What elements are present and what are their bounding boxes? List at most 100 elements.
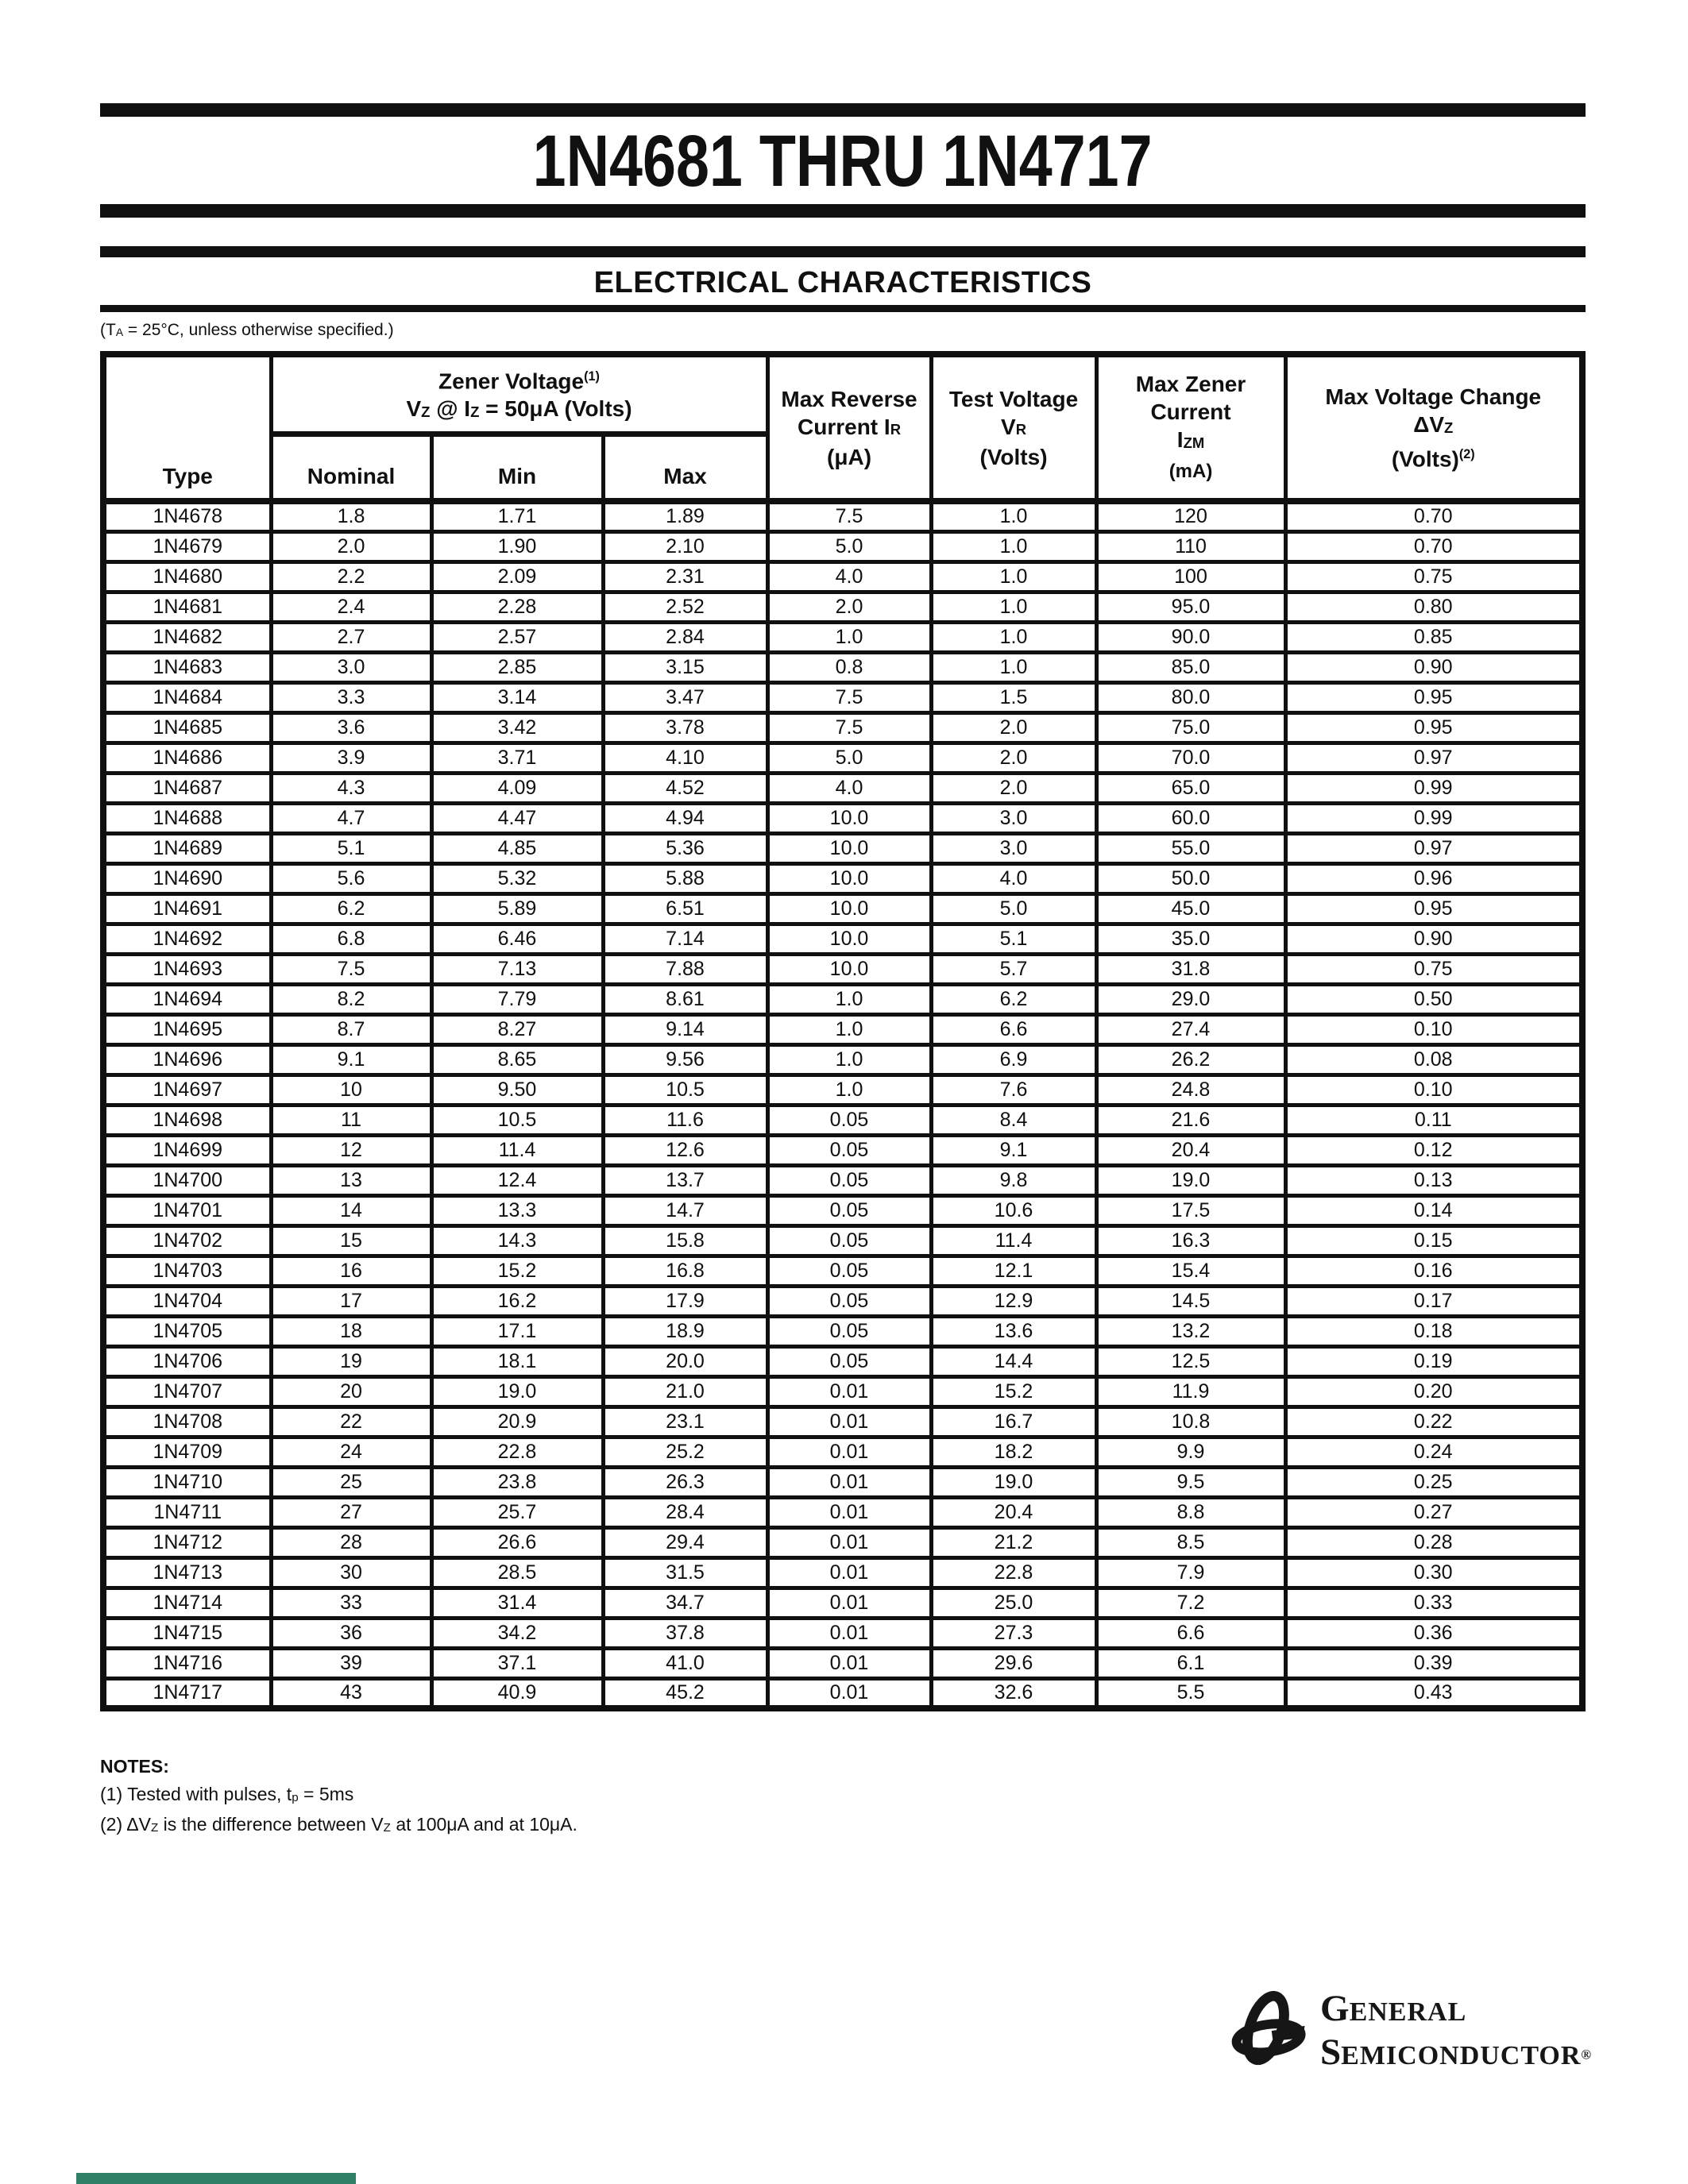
table-row: 1N4709 24 22.8 25.2 0.01 18.2 9.9 0.24 [101, 1434, 1585, 1469]
table-row: 1N4689 5.1 4.85 5.36 10.0 3.0 55.0 0.97 [101, 831, 1585, 866]
header-sub: Z [1444, 419, 1454, 436]
cell-max: 3.15 [601, 650, 770, 685]
cell-type: 1N4694 [101, 982, 273, 1017]
cell-nominal: 2.4 [268, 589, 434, 624]
cell-test-voltage: 9.1 [929, 1133, 1099, 1167]
cell-max-voltage-change: 0.33 [1283, 1585, 1585, 1620]
cell-max: 31.5 [601, 1555, 770, 1590]
general-semiconductor-logo: GENERAL SEMICONDUCTOR® [1230, 1989, 1591, 2078]
zener-group-condition: V [406, 396, 422, 422]
column-header-max-reverse-current: Max Reverse Current IR (μA) [765, 352, 933, 504]
cell-min: 2.28 [429, 589, 605, 624]
cell-max-reverse-current: 0.01 [765, 1615, 933, 1650]
cell-type: 1N4689 [101, 831, 273, 866]
section-bottom-rule [100, 305, 1586, 312]
cell-type: 1N4706 [101, 1344, 273, 1379]
cell-max-reverse-current: 0.01 [765, 1585, 933, 1620]
table-row: 1N4715 36 34.2 37.8 0.01 27.3 6.6 0.36 [101, 1615, 1585, 1650]
cell-max: 4.52 [601, 770, 770, 805]
cell-nominal: 18 [268, 1314, 434, 1349]
table-row: 1N4682 2.7 2.57 2.84 1.0 1.0 90.0 0.85 [101, 619, 1585, 654]
cell-type: 1N4717 [101, 1676, 273, 1711]
cell-max: 18.9 [601, 1314, 770, 1349]
cell-max: 25.2 [601, 1434, 770, 1469]
cell-max-zener-current: 100 [1094, 559, 1288, 594]
cell-nominal: 24 [268, 1434, 434, 1469]
note-sub: Z [383, 1820, 391, 1835]
cell-test-voltage: 15.2 [929, 1374, 1099, 1409]
cell-min: 17.1 [429, 1314, 605, 1349]
cell-max: 1.89 [601, 499, 770, 534]
cell-test-voltage: 29.6 [929, 1646, 1099, 1680]
cell-test-voltage: 6.6 [929, 1012, 1099, 1047]
page-title-text: 1N4681 THRU 1N4717 [533, 121, 1153, 202]
cell-nominal: 12 [268, 1133, 434, 1167]
cell-type: 1N4690 [101, 861, 273, 896]
cell-test-voltage: 1.0 [929, 619, 1099, 654]
header-line: (mA) [1168, 461, 1213, 482]
cell-max-reverse-current: 0.05 [765, 1253, 933, 1288]
table-row: 1N4703 16 15.2 16.8 0.05 12.1 15.4 0.16 [101, 1253, 1585, 1288]
table-row: 1N4712 28 26.6 29.4 0.01 21.2 8.5 0.28 [101, 1525, 1585, 1560]
cell-min: 40.9 [429, 1676, 605, 1711]
cell-max-zener-current: 21.6 [1094, 1102, 1288, 1137]
table-row: 1N4695 8.7 8.27 9.14 1.0 6.6 27.4 0.10 [101, 1012, 1585, 1047]
header-line: Max Voltage Change [1325, 384, 1542, 409]
logo-line-semiconductor: SEMICONDUCTOR® [1320, 2033, 1591, 2078]
cell-min: 8.27 [429, 1012, 605, 1047]
cell-nominal: 3.0 [268, 650, 434, 685]
table-row: 1N4696 9.1 8.65 9.56 1.0 6.9 26.2 0.08 [101, 1042, 1585, 1077]
column-header-max-voltage-change: Max Voltage Change ΔVZ (Volts)(2) [1283, 352, 1585, 504]
cell-max: 16.8 [601, 1253, 770, 1288]
cell-max-voltage-change: 0.18 [1283, 1314, 1585, 1349]
column-header-nominal: Nominal [268, 431, 434, 504]
cell-type: 1N4680 [101, 559, 273, 594]
header-line: (μA) [827, 444, 872, 469]
cell-max-zener-current: 20.4 [1094, 1133, 1288, 1167]
cell-test-voltage: 5.0 [929, 891, 1099, 926]
cell-min: 6.46 [429, 921, 605, 956]
cell-max-zener-current: 16.3 [1094, 1223, 1288, 1258]
header-note-ref: (2) [1458, 446, 1475, 461]
cell-test-voltage: 12.9 [929, 1283, 1099, 1318]
zener-sub: Z [421, 403, 431, 421]
zener-sub: Z [470, 403, 480, 421]
cell-type: 1N4695 [101, 1012, 273, 1047]
cell-nominal: 43 [268, 1676, 434, 1711]
cell-max-reverse-current: 7.5 [765, 499, 933, 534]
notes-section: NOTES: (1) Tested with pulses, tp = 5ms … [100, 1753, 1586, 1841]
cell-max-reverse-current: 1.0 [765, 982, 933, 1017]
cell-max-reverse-current: 5.0 [765, 529, 933, 564]
cell-max-reverse-current: 0.01 [765, 1434, 933, 1469]
cell-min: 2.57 [429, 619, 605, 654]
cell-type: 1N4696 [101, 1042, 273, 1077]
cell-max-voltage-change: 0.80 [1283, 589, 1585, 624]
cell-max-reverse-current: 1.0 [765, 1042, 933, 1077]
cell-type: 1N4679 [101, 529, 273, 564]
cell-max-reverse-current: 0.05 [765, 1344, 933, 1379]
cell-test-voltage: 32.6 [929, 1676, 1099, 1711]
cell-max-reverse-current: 0.01 [765, 1525, 933, 1560]
table-row: 1N4716 39 37.1 41.0 0.01 29.6 6.1 0.39 [101, 1646, 1585, 1680]
table-row: 1N4687 4.3 4.09 4.52 4.0 2.0 65.0 0.99 [101, 770, 1585, 805]
cell-max-voltage-change: 0.13 [1283, 1163, 1585, 1198]
logo-letters: ENERAL [1349, 1997, 1467, 2027]
cell-type: 1N4701 [101, 1193, 273, 1228]
cell-max: 20.0 [601, 1344, 770, 1379]
cell-max-voltage-change: 0.97 [1283, 740, 1585, 775]
cell-test-voltage: 22.8 [929, 1555, 1099, 1590]
cell-max-zener-current: 65.0 [1094, 770, 1288, 805]
cell-max: 10.5 [601, 1072, 770, 1107]
column-header-max: Max [601, 431, 770, 504]
cell-min: 18.1 [429, 1344, 605, 1379]
cell-nominal: 22 [268, 1404, 434, 1439]
cell-nominal: 5.6 [268, 861, 434, 896]
cell-min: 19.0 [429, 1374, 605, 1409]
cell-max-zener-current: 7.9 [1094, 1555, 1288, 1590]
cell-max-voltage-change: 0.10 [1283, 1072, 1585, 1107]
cell-test-voltage: 9.8 [929, 1163, 1099, 1198]
top-rule [100, 103, 1586, 117]
cell-max-voltage-change: 0.12 [1283, 1133, 1585, 1167]
cell-max: 37.8 [601, 1615, 770, 1650]
cell-max-reverse-current: 1.0 [765, 619, 933, 654]
